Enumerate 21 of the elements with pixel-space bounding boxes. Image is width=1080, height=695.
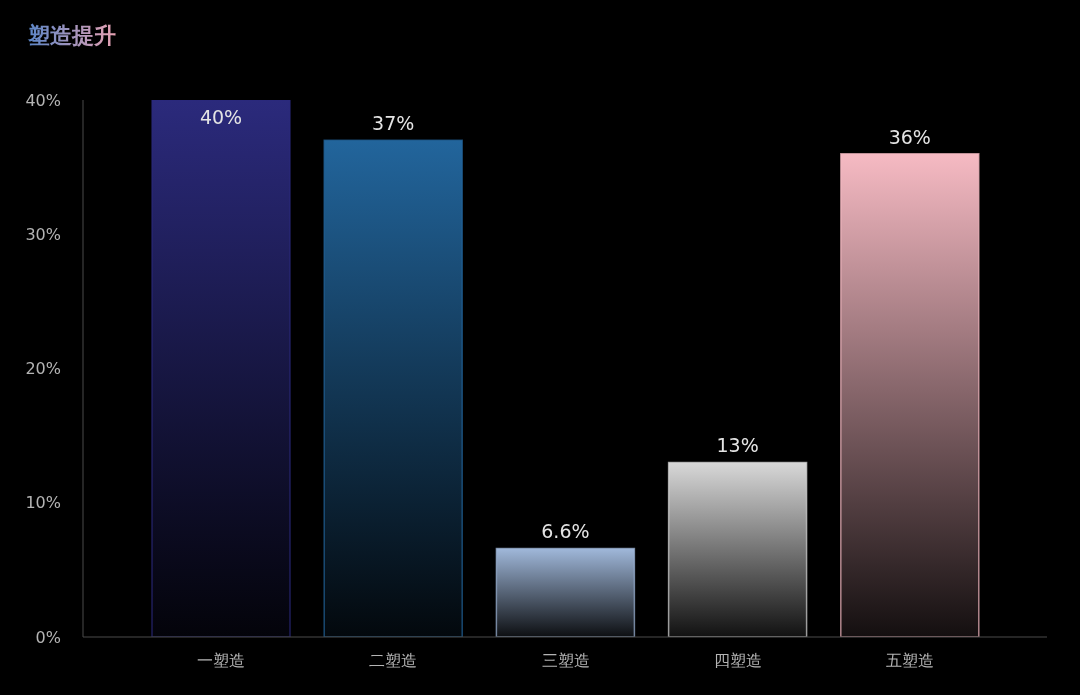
x-tick-label: 四塑造 [713,651,762,671]
bar [151,100,291,637]
x-tick-label: 三塑造 [541,651,590,671]
bar [323,139,463,637]
y-tick-label: 40% [25,90,61,110]
data-label: 37% [372,112,415,135]
data-label: 40% [199,106,243,128]
x-tick-label: 一塑造 [197,651,246,671]
x-tick-label: 五塑造 [885,651,934,671]
y-tick-label: 10% [25,493,61,513]
data-label: 13% [716,434,759,457]
data-label: 36% [888,125,931,148]
bar [495,547,636,637]
y-tick-label: 0% [35,627,61,647]
y-tick-label: 30% [25,224,61,244]
x-tick-label: 二塑造 [369,651,418,671]
data-label: 6.6% [541,520,590,543]
y-tick-label: 20% [25,359,61,379]
bar [840,152,980,637]
bar [667,461,808,637]
chart-title: 塑造提升 [27,23,116,48]
